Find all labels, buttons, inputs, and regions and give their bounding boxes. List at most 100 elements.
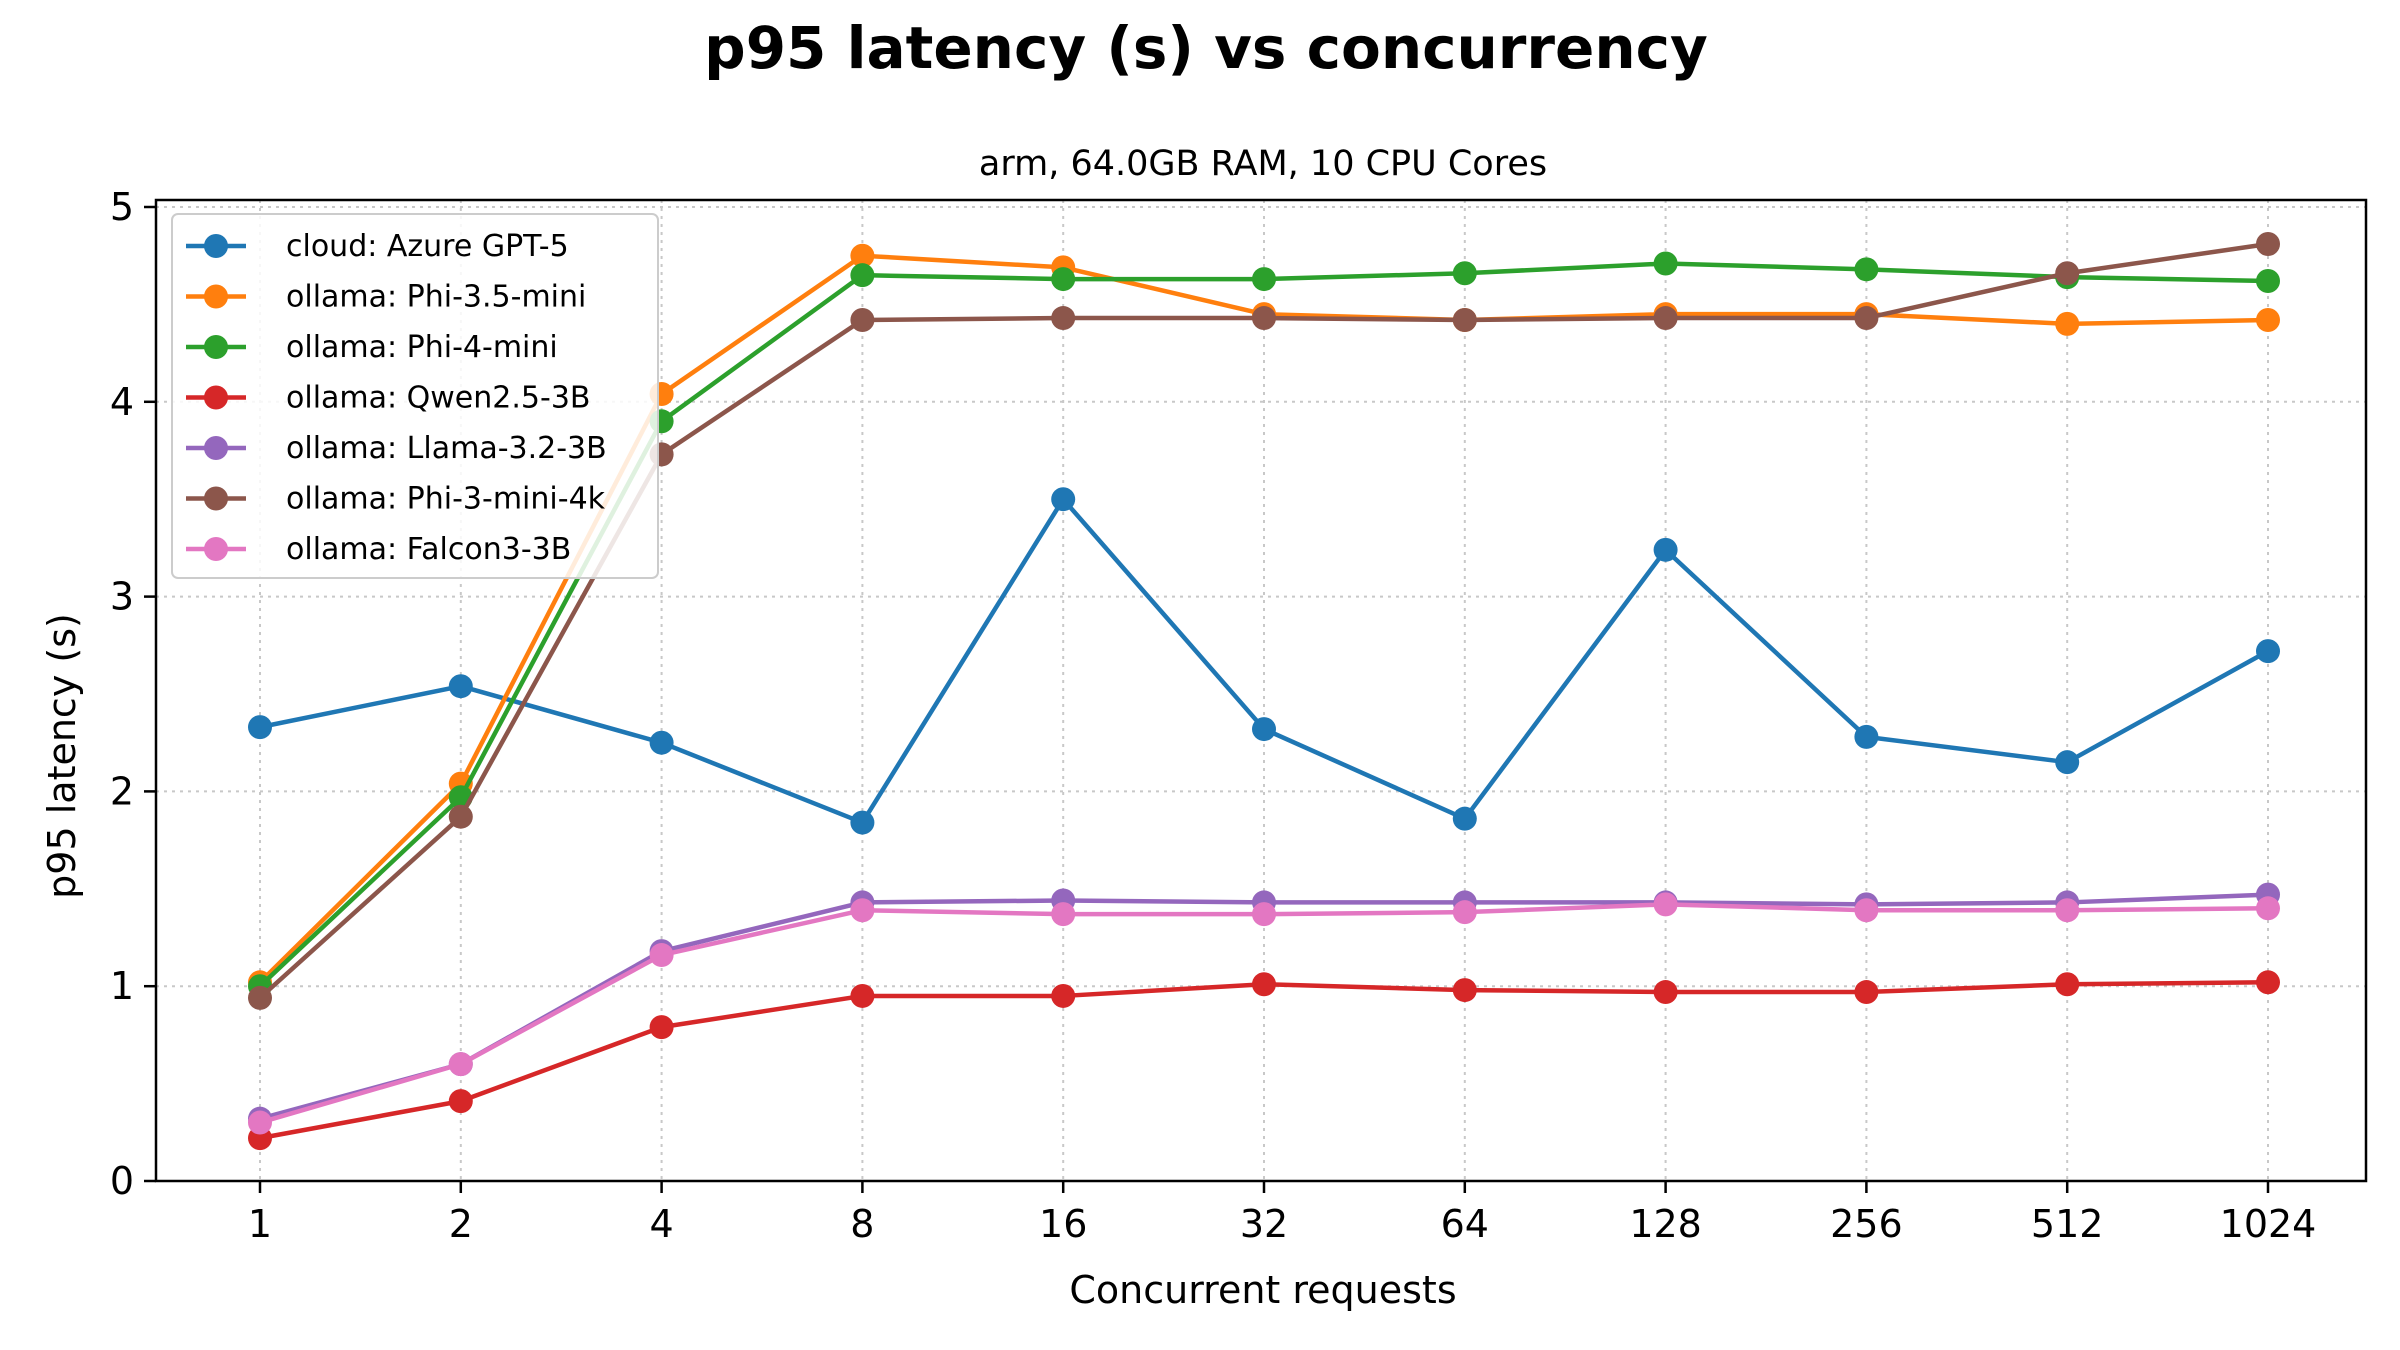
data-point bbox=[649, 943, 674, 968]
data-point bbox=[1854, 724, 1879, 749]
data-point bbox=[850, 898, 875, 923]
data-point bbox=[1653, 306, 1678, 331]
legend-entry: ollama: Qwen2.5-3B bbox=[186, 381, 590, 416]
axes: 1 2 4 8 16 32 64 128 256 512 1024 0 1 2 3 4 5 bbox=[110, 185, 2368, 1246]
legend-marker bbox=[204, 284, 228, 309]
legend-entry: ollama: Llama-3.2-3B bbox=[186, 431, 607, 466]
data-point bbox=[448, 1052, 473, 1077]
data-point bbox=[1653, 537, 1678, 562]
data-point bbox=[448, 804, 473, 829]
data-point bbox=[1051, 902, 1076, 927]
data-point bbox=[850, 307, 875, 332]
data-point bbox=[448, 674, 473, 699]
legend-entry: ollama: Phi-4-mini bbox=[186, 330, 558, 365]
data-point bbox=[2055, 261, 2080, 286]
data-point bbox=[1252, 267, 1276, 292]
y-tick-label: 5 bbox=[110, 185, 134, 229]
data-point bbox=[248, 715, 272, 740]
data-point bbox=[1854, 898, 1879, 923]
data-point bbox=[1452, 900, 1477, 925]
data-point bbox=[1051, 487, 1076, 512]
data-point bbox=[1051, 306, 1076, 331]
x-tick-label: 64 bbox=[1441, 1202, 1489, 1246]
legend-box bbox=[171, 213, 659, 579]
legend-entry: ollama: Phi-3-mini-4k bbox=[186, 482, 606, 517]
x-tick-label: 2 bbox=[449, 1202, 473, 1246]
data-point bbox=[1452, 806, 1477, 831]
data-point bbox=[1854, 306, 1879, 331]
data-point bbox=[2256, 269, 2280, 294]
legend-entry: ollama: Falcon3-3B bbox=[186, 532, 571, 567]
data-point bbox=[1252, 902, 1276, 927]
series-6 bbox=[248, 892, 2280, 1135]
series-lines bbox=[248, 232, 2280, 1151]
x-tick-label: 512 bbox=[2031, 1202, 2104, 1246]
chart-subtitle: arm, 64.0GB RAM, 10 CPU Cores bbox=[979, 144, 1547, 184]
data-point bbox=[248, 985, 272, 1010]
y-axis-label: p95 latency (s) bbox=[40, 613, 84, 899]
data-point bbox=[1252, 972, 1276, 997]
legend: cloud: Azure GPT-5 ollama: Phi-3.5-mini ol… bbox=[171, 213, 659, 579]
data-point bbox=[850, 243, 875, 268]
data-point bbox=[850, 263, 875, 288]
legend-label: ollama: Falcon3-3B bbox=[286, 532, 571, 567]
data-point bbox=[1653, 892, 1678, 917]
data-point bbox=[2055, 750, 2080, 775]
data-point bbox=[2055, 311, 2080, 336]
legend-label: ollama: Phi-3.5-mini bbox=[286, 280, 586, 315]
y-tick-label: 4 bbox=[110, 380, 134, 424]
y-tick-label: 3 bbox=[110, 575, 134, 619]
data-point bbox=[248, 1110, 272, 1135]
data-point bbox=[2256, 639, 2280, 664]
legend-label: ollama: Llama-3.2-3B bbox=[286, 431, 607, 466]
data-point bbox=[2256, 307, 2280, 332]
data-point bbox=[850, 983, 875, 1008]
data-point bbox=[1653, 980, 1678, 1005]
data-point bbox=[1051, 983, 1076, 1008]
data-point bbox=[2055, 898, 2080, 923]
x-tick-label: 256 bbox=[1830, 1202, 1903, 1246]
x-tick-label: 8 bbox=[850, 1202, 874, 1246]
legend-label: cloud: Azure GPT-5 bbox=[286, 229, 569, 264]
legend-marker bbox=[204, 486, 228, 511]
legend-marker bbox=[204, 385, 228, 410]
data-point bbox=[1452, 307, 1477, 332]
y-tick-label: 0 bbox=[110, 1159, 134, 1203]
y-tick-label: 1 bbox=[110, 964, 134, 1008]
data-point bbox=[1452, 261, 1477, 286]
data-point bbox=[1653, 251, 1678, 276]
legend-entry: cloud: Azure GPT-5 bbox=[186, 229, 569, 264]
data-point bbox=[1452, 978, 1477, 1003]
legend-marker bbox=[204, 436, 228, 460]
x-tick-label: 1 bbox=[248, 1202, 272, 1246]
grid-lines bbox=[156, 200, 2366, 1182]
data-point bbox=[2256, 232, 2280, 257]
y-tick-label: 2 bbox=[110, 769, 134, 813]
data-point bbox=[850, 810, 875, 835]
legend-label: ollama: Phi-4-mini bbox=[286, 330, 558, 365]
data-point bbox=[649, 730, 674, 755]
legend-label: ollama: Qwen2.5-3B bbox=[286, 381, 590, 416]
x-axis-label: Concurrent requests bbox=[1069, 1268, 1456, 1312]
legend-marker bbox=[204, 537, 228, 561]
x-tick-label: 4 bbox=[650, 1202, 674, 1246]
data-point bbox=[649, 1015, 674, 1040]
data-point bbox=[1854, 980, 1879, 1005]
legend-marker bbox=[204, 335, 228, 359]
series-0 bbox=[248, 487, 2280, 835]
legend-entry: ollama: Phi-3.5-mini bbox=[186, 280, 586, 315]
x-tick-label: 16 bbox=[1039, 1202, 1087, 1246]
x-tick-label: 1024 bbox=[2220, 1202, 2317, 1246]
data-point bbox=[1252, 717, 1276, 742]
data-point bbox=[1051, 267, 1076, 292]
data-point bbox=[2256, 896, 2280, 921]
legend-label: ollama: Phi-3-mini-4k bbox=[286, 482, 606, 517]
chart-title: p95 latency (s) vs concurrency bbox=[704, 14, 1708, 82]
x-tick-label: 128 bbox=[1629, 1202, 1702, 1246]
data-point bbox=[2055, 972, 2080, 997]
data-point bbox=[1252, 306, 1276, 331]
data-point bbox=[448, 1089, 473, 1114]
plot-frame bbox=[154, 198, 2368, 1183]
